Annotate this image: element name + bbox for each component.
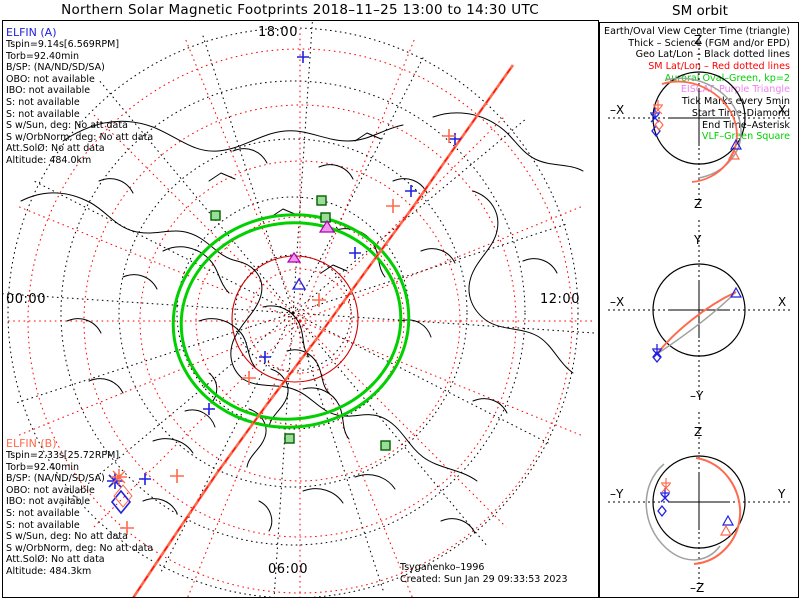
elfin-a-sun-angle: S w/Sun, deg: No att data [6, 120, 128, 132]
start-end-markers [107, 469, 133, 515]
clock-label-top: 18:00 [258, 25, 298, 40]
elfin-b-s2: S: not available [6, 519, 80, 531]
coastlines [20, 112, 584, 534]
sm-yz-left-label: –Y [610, 487, 624, 501]
legend-item-tick-marks: Tick Marks every 5min [681, 96, 790, 108]
sm-grid [8, 29, 592, 597]
polar-map [3, 21, 594, 597]
eiscat-stations [286, 219, 336, 263]
model-name: Tsyganenko–1996 [400, 562, 485, 573]
sm-orbit-panel-xy: Y –Y –X X [608, 220, 790, 403]
elfin-a-torb: Torb=92.40min [6, 50, 80, 62]
elfin-b-track [132, 64, 515, 597]
sm-orbit-title: SM orbit [672, 3, 728, 19]
clock-label-left: 00:00 [6, 292, 46, 307]
sm-xy-right-label: X [778, 295, 786, 309]
elfin-b-bsp: B/SP: (NA/ND/SD/SA) [6, 473, 105, 485]
sm-xy-up-label: Y [693, 233, 702, 247]
sm-yz-right-label: Y [777, 487, 786, 501]
elfin-a-bsp: B/SP: (NA/ND/SD/SA) [6, 62, 105, 74]
elfin-a-altitude: Altitude: 484.0km [6, 154, 92, 166]
tick-marks [120, 129, 456, 535]
elfin-b-s1: S: not available [6, 507, 80, 519]
elfin-b-altitude: Altitude: 484.3km [6, 565, 92, 577]
sm-xz-right-label: X [778, 103, 786, 117]
elfin-b-ibo: IBO: not available [6, 496, 91, 508]
elfin-a-info: ELFIN (A) Tspin=9.14s[6.569RPM] Torb=92.… [6, 26, 153, 167]
elfin-a-orbnorm-angle: S w/OrbNorm, deg: No att data [6, 131, 154, 143]
sm-orbit-frame [599, 22, 799, 598]
elfin-a-s2: S: not available [6, 108, 80, 120]
legend-item-start-time: Start Time–Diamond [691, 107, 790, 119]
legend-item-thick-science: Thick – Science (FGM and/or EPD) [628, 37, 790, 49]
sm-xz-up-label: Z [694, 33, 702, 47]
legend-item-view-center: Earth/Oval View Center Time (triangle) [604, 26, 790, 37]
elfin-a-obo: OBO: not available [6, 73, 95, 85]
elfin-a-track-markers [139, 51, 461, 485]
elfin-b-name: ELFIN (B) [6, 437, 57, 450]
sm-xy-left-label: –X [610, 295, 624, 309]
legend-item-auroral-oval: Auroral Oval–Green, kp=2 [664, 72, 790, 84]
elfin-b-info: ELFIN (B) Tspin=2.33s[25.72RPM] Torb=92.… [6, 437, 153, 578]
elfin-b-orbnorm-angle: S w/OrbNorm, deg: No att data [6, 542, 154, 554]
legend-item-end-time: End Time–Asterisk [702, 119, 790, 131]
elfin-a-name: ELFIN (A) [6, 26, 57, 39]
sm-xz-left-label: –X [610, 103, 624, 117]
credits: Tsyganenko–1996 Created: Sun Jan 29 09:3… [400, 562, 568, 585]
legend-item-vlf: VLF–Green Square [701, 131, 790, 143]
legend-item-geo-grid: Geo Lat/Lon – Black dotted lines [635, 49, 790, 61]
elfin-a-s1: S: not available [6, 96, 80, 108]
elfin-b-tspin: Tspin=2.33s[25.72RPM] [6, 450, 120, 461]
clock-label-right: 12:00 [540, 292, 580, 307]
elfin-a-ibo: IBO: not available [6, 85, 91, 97]
elfin-b-attsol: Att.SolØ: No att data [6, 554, 105, 566]
legend-item-sm-grid: SM Lat/Lon – Red dotted lines [648, 61, 790, 73]
sm-orbit-panel-yz: Z –Z –Y Y [608, 412, 790, 595]
sm-orbit-panel-xz: Z Z –X X [608, 28, 790, 211]
map-panel-frame [2, 20, 599, 598]
elfin-a-attsol: Att.SolØ: No att data [6, 143, 105, 155]
geo-grid [3, 21, 594, 597]
sm-xy-down-label: –Y [690, 389, 704, 403]
vlf-stations [210, 195, 391, 451]
elfin-b-sun-angle: S w/Sun, deg: No att data [6, 531, 128, 543]
elfin-b-torb: Torb=92.40min [6, 461, 80, 473]
auroral-oval [171, 213, 411, 429]
sm-xz-down-label: Z [694, 197, 702, 211]
sm-yz-down-label: –Z [690, 581, 704, 595]
elfin-b-obo: OBO: not available [6, 484, 95, 496]
sm-yz-up-label: Z [694, 425, 702, 439]
elfin-a-tspin: Tspin=9.14s[6.569RPM] [6, 39, 120, 50]
view-center-marker [291, 277, 307, 290]
clock-label-bottom: 06:00 [268, 562, 308, 577]
page-title: Northern Solar Magnetic Footprints 2018–… [61, 2, 539, 18]
created-timestamp: Created: Sun Jan 29 09:33:53 2023 [400, 573, 568, 585]
